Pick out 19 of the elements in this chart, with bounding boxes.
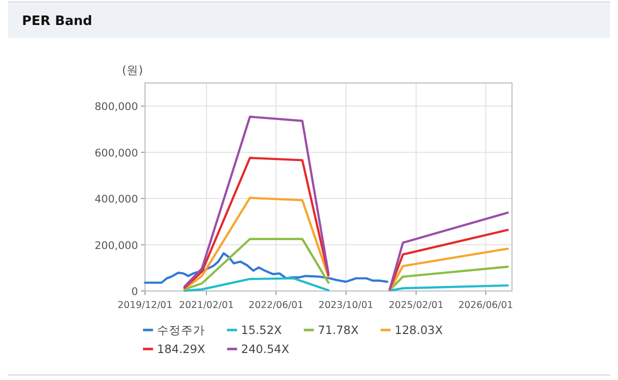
x-tick-label: 2023/10/01 [318, 300, 374, 311]
x-tick-label: 2025/02/01 [388, 300, 444, 311]
legend-label: 128.03X [394, 323, 443, 337]
legend-label: 71.78X [318, 323, 359, 337]
y-tick-label: 0 [131, 286, 138, 298]
legend-label: 184.29X [157, 342, 206, 356]
x-tick-label: 2021/02/01 [179, 300, 234, 311]
y-tick-label: 400,000 [94, 194, 138, 206]
y-tick-label: 800,000 [94, 101, 138, 114]
y-axis-title: (원) [122, 63, 143, 77]
legend-label: 240.54X [241, 342, 290, 356]
chart-title: PER Band [22, 14, 92, 29]
y-tick-label: 200,000 [94, 240, 138, 252]
x-tick-label: 2019/12/01 [118, 300, 172, 311]
x-tick-label: 2026/06/01 [458, 300, 514, 311]
x-tick-label: 2022/06/01 [248, 300, 304, 311]
legend-label: 15.52X [241, 323, 282, 337]
legend-label: 수정주가 [157, 323, 205, 337]
y-tick-label: 600,000 [94, 147, 138, 160]
